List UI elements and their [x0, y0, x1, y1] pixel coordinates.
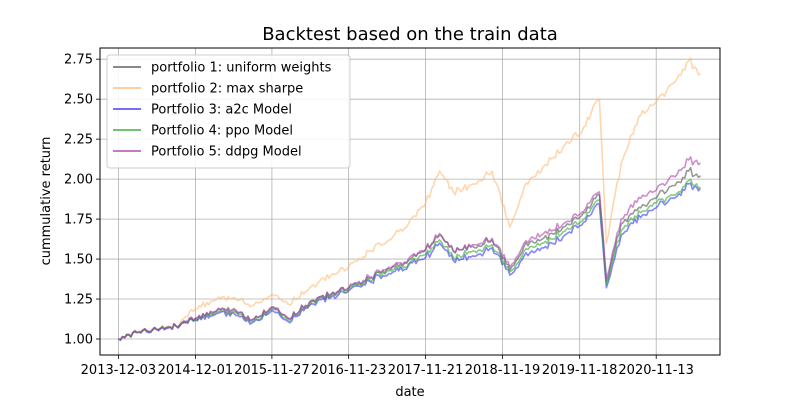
- x-axis-label: date: [395, 385, 424, 400]
- y-tick-label: 2.50: [64, 93, 93, 108]
- legend-entry: Portfolio 5: ddpg Model: [151, 145, 302, 160]
- y-tick-label: 1.50: [64, 253, 93, 268]
- plot-area-frame: [99, 47, 721, 356]
- y-tick-label: 2.75: [64, 53, 93, 68]
- y-tick-label: 2.00: [64, 173, 93, 188]
- legend-box: [106, 54, 351, 169]
- x-tick-label: 2017-11-21: [388, 363, 464, 378]
- series-line-5: [117, 156, 701, 342]
- y-tick-label: 1.75: [64, 213, 93, 228]
- legend-entry: portfolio 1: uniform weights: [151, 61, 332, 76]
- chart-title: Backtest based on the train data: [262, 24, 558, 45]
- legend-entry: Portfolio 3: a2c Model: [151, 103, 292, 118]
- legend-entry: Portfolio 4: ppo Model: [151, 124, 293, 139]
- y-tick-label: 1.25: [64, 293, 93, 308]
- x-tick-label: 2020-11-13: [618, 363, 694, 378]
- x-tick-label: 2019-11-18: [542, 363, 618, 378]
- legend-entry: portfolio 2: max sharpe: [151, 82, 303, 97]
- x-tick-label: 2014-12-01: [158, 363, 234, 378]
- x-tick-label: 2018-11-19: [465, 363, 541, 378]
- series-lines: [117, 57, 702, 342]
- y-axis-label: cummulative return: [39, 137, 54, 266]
- x-tick-label: 2016-11-23: [311, 363, 387, 378]
- axis-ticks: 2013-12-03 2014-12-01 2015-11-27 2016-11-23…: [64, 53, 694, 378]
- x-tick-label: 2013-12-03: [81, 363, 157, 378]
- y-tick-label: 2.25: [64, 133, 93, 148]
- legend: portfolio 1: uniform weights portfolio 2:…: [106, 54, 351, 169]
- x-tick-label: 2015-11-27: [234, 363, 310, 378]
- y-tick-label: 1.00: [64, 333, 93, 348]
- series-line-2: [117, 57, 701, 342]
